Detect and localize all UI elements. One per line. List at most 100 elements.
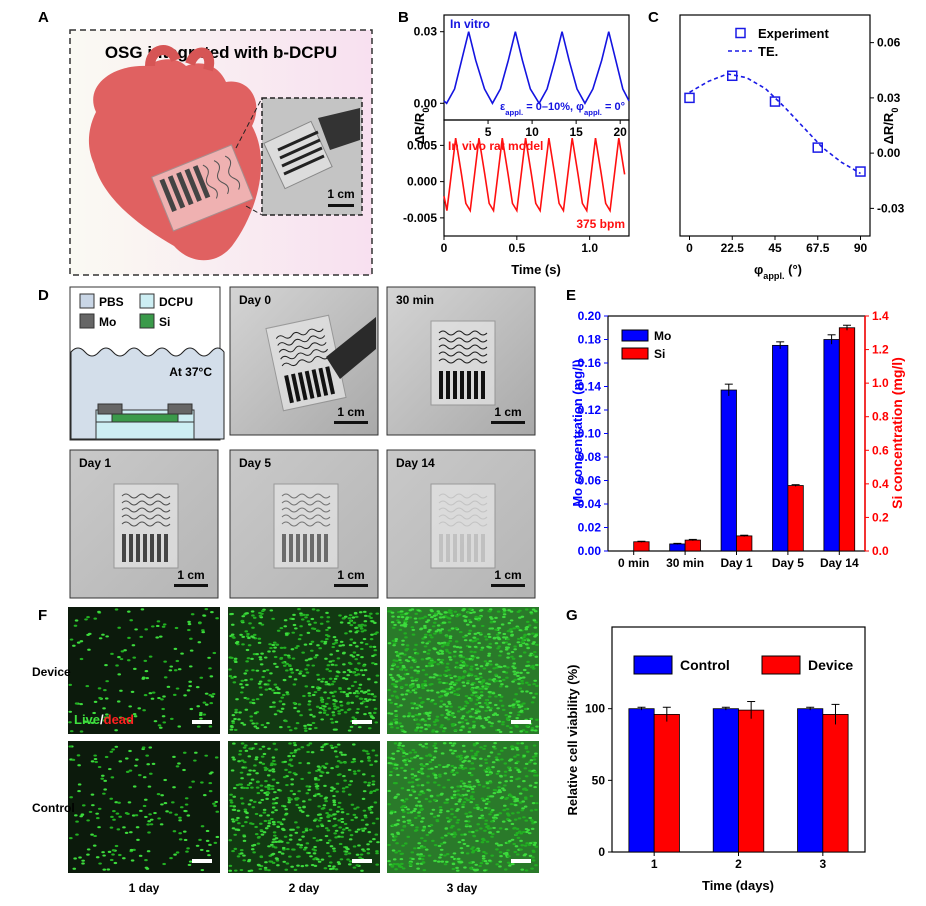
cell [188,680,192,683]
cell [266,791,271,795]
cell [178,816,182,819]
electrode [324,534,328,562]
cell [405,644,410,647]
cell [119,657,124,661]
cell [250,635,254,638]
cell [88,810,93,814]
cell [210,611,214,614]
cell [430,767,434,770]
cell [323,642,327,645]
cell [395,654,400,657]
cell [304,729,308,733]
cell [524,745,529,748]
cell [409,757,414,760]
cell [426,781,430,784]
cell [270,787,275,791]
serpentine [121,507,171,513]
cell [454,661,459,664]
cell [264,688,269,691]
cell [396,773,400,777]
cell [516,811,521,814]
cell [389,721,394,724]
cell [274,840,278,843]
cell [356,828,361,831]
cell [497,752,501,756]
cell [449,705,453,708]
cell [514,845,519,848]
cell [476,619,481,622]
cell [292,683,297,686]
cell [112,809,116,813]
serpentine [121,521,171,527]
cell [357,844,361,847]
cell [495,633,500,636]
cell [438,806,443,809]
cell [499,650,503,653]
cell [523,853,528,856]
cell [451,722,456,726]
cell [337,710,341,713]
cell [426,630,431,633]
cell [443,772,448,775]
cell [434,765,438,769]
cell [347,783,352,786]
cell [469,611,473,615]
cell [371,749,376,752]
cell [270,811,275,814]
electrode [481,371,485,399]
cell [280,707,285,710]
cell [290,778,294,781]
cell [334,746,338,749]
cell [306,750,310,754]
cell [534,634,539,637]
cell [116,828,121,831]
cell [468,608,472,611]
cell [115,664,119,667]
panel-f-images [68,607,539,873]
cell [286,847,290,851]
cell [349,834,354,837]
cell [296,843,300,846]
cell [330,721,335,724]
cell [147,785,152,788]
cell [448,656,452,659]
cell [315,705,320,708]
cell [245,786,250,790]
cell [474,711,478,715]
cell [439,694,444,698]
cell [84,618,88,621]
cell [408,616,413,619]
cell [314,726,318,730]
cell [457,706,462,709]
cell [470,694,474,697]
cell [451,867,456,871]
cell [403,761,407,764]
cell [527,843,532,846]
cell [364,642,369,646]
cell [411,633,416,636]
cell [293,744,297,747]
cell [465,711,470,714]
cell [144,858,148,862]
cell [504,714,509,717]
cell [455,693,460,696]
cell [485,773,490,777]
cell [331,714,336,717]
x-tick-label: 20 [614,125,628,139]
cell [415,707,419,710]
cell [334,641,338,644]
cell [328,861,333,864]
cell [369,616,373,620]
cell [526,660,530,663]
cell [104,664,108,667]
cell [202,701,207,704]
scale-bar-label: 1 cm [337,405,364,419]
cell [98,862,102,865]
cell [357,687,362,690]
cell [324,799,328,803]
cell [425,657,429,660]
cell [492,620,497,623]
cell [341,790,346,793]
cell [353,611,358,615]
cell [355,853,360,856]
